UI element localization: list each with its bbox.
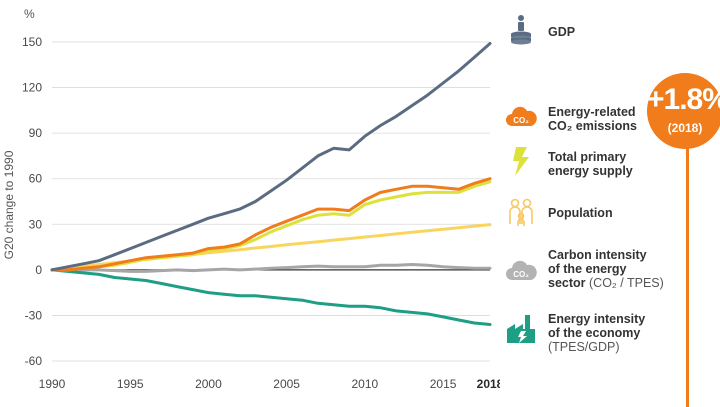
y-tick-labels: 150 120 90 60 30 0 -30 -60 — [22, 35, 42, 368]
legend-ei-line3: (TPES/GDP) — [548, 340, 620, 354]
y-unit-label: % — [24, 7, 35, 21]
cloud-gray-co2-icon: CO₂ — [506, 260, 537, 280]
lightning-bolt-icon — [513, 147, 529, 176]
series-line-5 — [50, 268, 492, 326]
series-lines — [50, 42, 492, 326]
y-axis-label: G20 change to 1990 — [2, 150, 16, 259]
series-line-2 — [50, 180, 492, 272]
legend-label-gdp: GDP — [548, 25, 576, 39]
co2-growth-badge: +1.8% (2018) — [647, 73, 720, 149]
badge-value: +1.8% — [647, 83, 720, 116]
series-line-0 — [50, 42, 492, 272]
x-tick-label: 2015 — [430, 377, 457, 391]
legend-label-population: Population — [548, 206, 613, 220]
series-line-1 — [50, 177, 492, 272]
legend-tpes-line1: Total primary — [548, 150, 627, 164]
legend-co2-line1: Energy-related — [548, 105, 636, 119]
legend-label-energy-intensity: Energy intensity of the economy (TPES/GD… — [548, 312, 645, 354]
cloud-co2-icon: CO₂ — [506, 106, 537, 126]
y-tick-label: 90 — [29, 126, 43, 140]
y-tick-label: 120 — [22, 81, 42, 95]
legend-ci-line1: Carbon intensity — [548, 248, 647, 262]
y-tick-label: -60 — [25, 354, 43, 368]
x-tick-label: 2000 — [195, 377, 222, 391]
ci-icon-text: CO₂ — [513, 270, 529, 279]
series-line-4 — [50, 263, 492, 273]
people-icon — [509, 198, 533, 226]
legend-ei-line2: of the economy — [548, 326, 641, 340]
legend-label-co2: Energy-related CO₂ emissions — [548, 105, 637, 133]
x-tick-label: 2018 — [477, 377, 500, 391]
legend-ci-line2: of the energy — [548, 262, 627, 276]
legend-ci-line3b: (CO₂ / TPES) — [589, 276, 664, 290]
legend-ei-line1: Energy intensity — [548, 312, 646, 326]
x-tick-label: 1995 — [117, 377, 144, 391]
legend-ci-line3a: sector — [548, 276, 586, 290]
y-tick-label: 0 — [35, 263, 42, 277]
legend-ci-line3: sector (CO₂ / TPES) — [548, 276, 664, 290]
y-tick-label: -30 — [25, 308, 43, 322]
x-tick-label: 2010 — [352, 377, 379, 391]
coin-stack-person-icon — [511, 15, 531, 45]
line-chart: 150 120 90 60 30 0 -30 -60 1990 1995 2000 2005 2010… — [2, 7, 500, 391]
y-tick-label: 60 — [29, 172, 43, 186]
badge-stem — [686, 148, 689, 407]
y-tick-label: 150 — [22, 35, 42, 49]
legend-label-carbon-intensity: Carbon intensity of the energy sector (C… — [548, 248, 664, 290]
legend-tpes-line2: energy supply — [548, 164, 633, 178]
badge-year: (2018) — [667, 121, 703, 135]
factory-bolt-icon — [507, 315, 535, 343]
legend-co2-line2: CO₂ emissions — [548, 119, 637, 133]
x-tick-label: 1990 — [39, 377, 66, 391]
co2-icon-text: CO₂ — [513, 116, 529, 125]
legend: GDP CO₂ Energy-related CO₂ emissions Tot… — [505, 0, 664, 407]
y-tick-label: 30 — [29, 217, 43, 231]
x-tick-label: 2005 — [273, 377, 300, 391]
legend-label-tpes: Total primary energy supply — [548, 150, 633, 178]
x-tick-labels: 1990 1995 2000 2005 2010 2015 2018 — [39, 377, 500, 391]
